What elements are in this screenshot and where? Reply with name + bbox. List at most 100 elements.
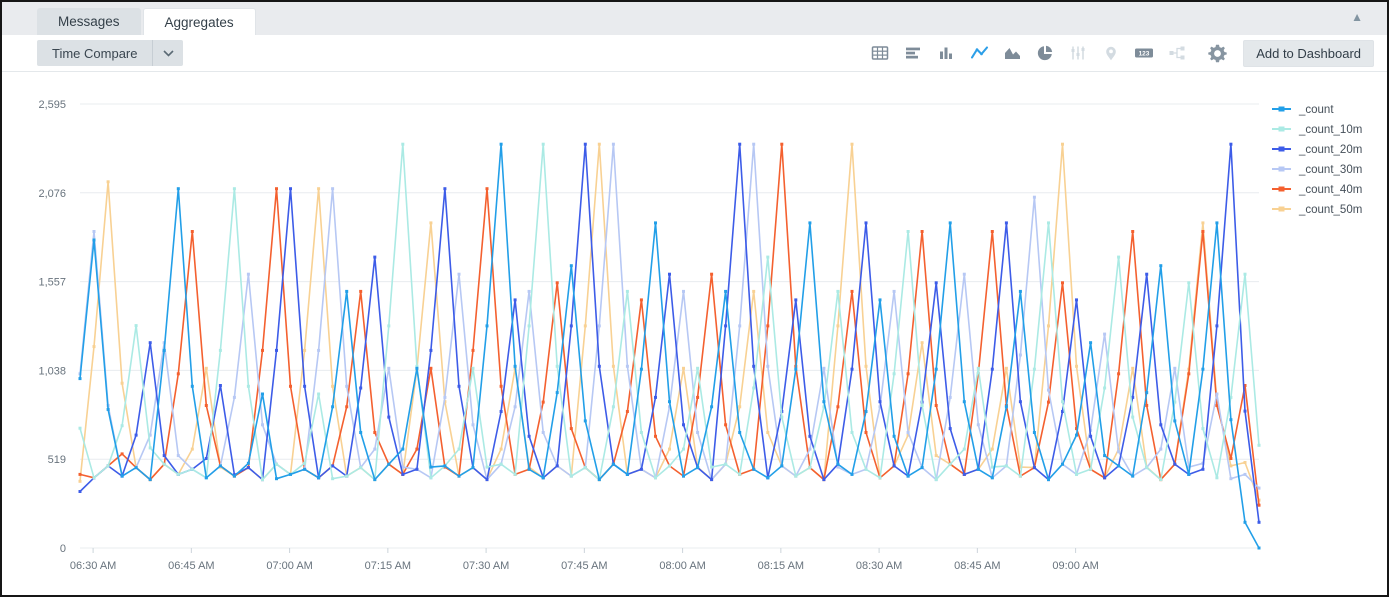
tab-strip: Messages Aggregates ▲	[2, 2, 1387, 35]
single-value-icon[interactable]: 123	[1134, 43, 1154, 63]
data-point-marker	[78, 479, 82, 483]
tab-messages[interactable]: Messages	[37, 8, 141, 35]
bar-chart-icon[interactable]	[903, 43, 923, 63]
data-point-marker	[106, 180, 110, 184]
data-point-marker	[218, 348, 222, 352]
data-point-marker	[639, 298, 643, 302]
data-point-marker	[976, 467, 980, 471]
data-point-marker	[864, 467, 868, 471]
tab-aggregates[interactable]: Aggregates	[142, 8, 256, 35]
legend-item-_count_10m[interactable]: _count_10m	[1272, 124, 1362, 136]
data-point-marker	[990, 230, 994, 233]
data-point-marker	[1117, 372, 1121, 376]
box-plot-icon[interactable]	[1068, 43, 1088, 63]
data-point-marker	[822, 366, 826, 370]
data-point-marker	[1117, 450, 1121, 454]
time-compare-label[interactable]: Time Compare	[52, 45, 138, 61]
x-axis-tick-label: 07:45 AM	[561, 560, 607, 572]
data-point-marker	[134, 324, 138, 328]
data-point-marker	[387, 462, 391, 466]
data-point-marker	[1047, 478, 1050, 482]
data-point-marker	[850, 367, 854, 371]
data-point-marker	[513, 298, 517, 302]
data-point-marker	[836, 324, 840, 328]
flow-diagram-icon[interactable]	[1167, 43, 1187, 63]
data-point-marker	[1243, 384, 1247, 387]
data-point-marker	[752, 386, 756, 390]
data-point-marker	[106, 464, 110, 468]
data-point-marker	[794, 298, 798, 302]
data-point-marker	[920, 404, 924, 407]
data-point-marker	[822, 405, 826, 409]
data-point-marker	[541, 400, 545, 404]
data-point-marker	[218, 384, 222, 387]
data-point-marker	[892, 289, 896, 293]
data-point-marker	[429, 348, 433, 352]
y-axis-tick-label: 2,595	[38, 99, 66, 111]
data-point-marker	[1018, 465, 1022, 469]
x-axis-tick-label: 08:30 AM	[856, 560, 902, 572]
map-icon[interactable]	[1101, 43, 1121, 63]
data-point-marker	[106, 407, 110, 411]
data-point-marker	[1061, 462, 1064, 466]
data-point-marker	[611, 405, 615, 409]
data-point-marker	[850, 289, 854, 293]
data-point-marker	[218, 464, 222, 468]
data-point-marker	[499, 447, 503, 451]
legend-item-_count_20m[interactable]: _count_20m	[1272, 144, 1362, 156]
line-chart-icon[interactable]	[969, 43, 989, 63]
data-point-marker	[429, 476, 433, 480]
data-point-marker	[499, 142, 503, 146]
data-point-marker	[1173, 366, 1177, 370]
data-point-marker	[948, 427, 952, 431]
data-point-marker	[78, 490, 82, 493]
data-point-marker	[738, 431, 742, 434]
data-point-marker	[1257, 503, 1261, 507]
data-point-marker	[1201, 367, 1205, 371]
data-point-marker	[513, 472, 517, 476]
pie-chart-icon[interactable]	[1035, 43, 1055, 63]
add-to-dashboard-button[interactable]: Add to Dashboard	[1243, 39, 1374, 67]
data-point-marker	[1061, 281, 1064, 285]
legend-item-_count_50m[interactable]: _count_50m	[1272, 204, 1362, 216]
table-icon[interactable]	[870, 43, 890, 63]
collapse-panel-icon[interactable]: ▲	[1351, 10, 1363, 24]
data-point-marker	[836, 405, 840, 409]
gear-icon[interactable]	[1207, 43, 1227, 63]
data-point-marker	[724, 462, 728, 466]
chevron-down-icon[interactable]	[153, 40, 183, 66]
legend-item-_count_30m[interactable]: _count_30m	[1272, 164, 1362, 176]
data-point-marker	[429, 366, 433, 370]
data-point-marker	[457, 384, 461, 388]
data-point-marker	[457, 474, 461, 478]
data-point-marker	[134, 466, 138, 470]
column-chart-icon[interactable]	[936, 43, 956, 63]
data-point-marker	[176, 472, 180, 476]
legend-marker-icon	[1278, 126, 1285, 132]
x-axis-tick-label: 08:45 AM	[954, 560, 1000, 572]
data-point-marker	[1075, 364, 1078, 368]
data-point-marker	[710, 272, 714, 276]
data-point-marker	[1032, 466, 1036, 470]
data-point-marker	[92, 238, 96, 242]
data-point-marker	[527, 324, 531, 328]
data-point-marker	[892, 372, 896, 376]
data-point-marker	[639, 467, 643, 471]
x-axis-tick-label: 07:15 AM	[365, 560, 411, 572]
data-point-marker	[331, 384, 335, 388]
data-point-marker	[822, 400, 826, 404]
data-point-marker	[1061, 410, 1064, 413]
time-compare-button[interactable]: Time Compare	[37, 40, 184, 66]
data-point-marker	[569, 324, 573, 328]
data-point-marker	[148, 478, 152, 482]
aggregates-chart[interactable]: 0 519 1,038 1,557 2,076 2,595 06:30 AM 06:45 AM…	[2, 72, 1387, 596]
data-point-marker	[345, 384, 349, 388]
area-chart-icon[interactable]	[1002, 43, 1022, 63]
legend-item-_count[interactable]: _count	[1272, 104, 1334, 116]
y-axis-tick-label: 1,557	[38, 277, 66, 289]
legend-item-_count_40m[interactable]: _count_40m	[1272, 184, 1362, 196]
data-point-marker	[597, 142, 601, 146]
data-point-marker	[934, 454, 938, 458]
data-point-marker	[569, 427, 573, 431]
data-point-marker	[850, 431, 854, 434]
